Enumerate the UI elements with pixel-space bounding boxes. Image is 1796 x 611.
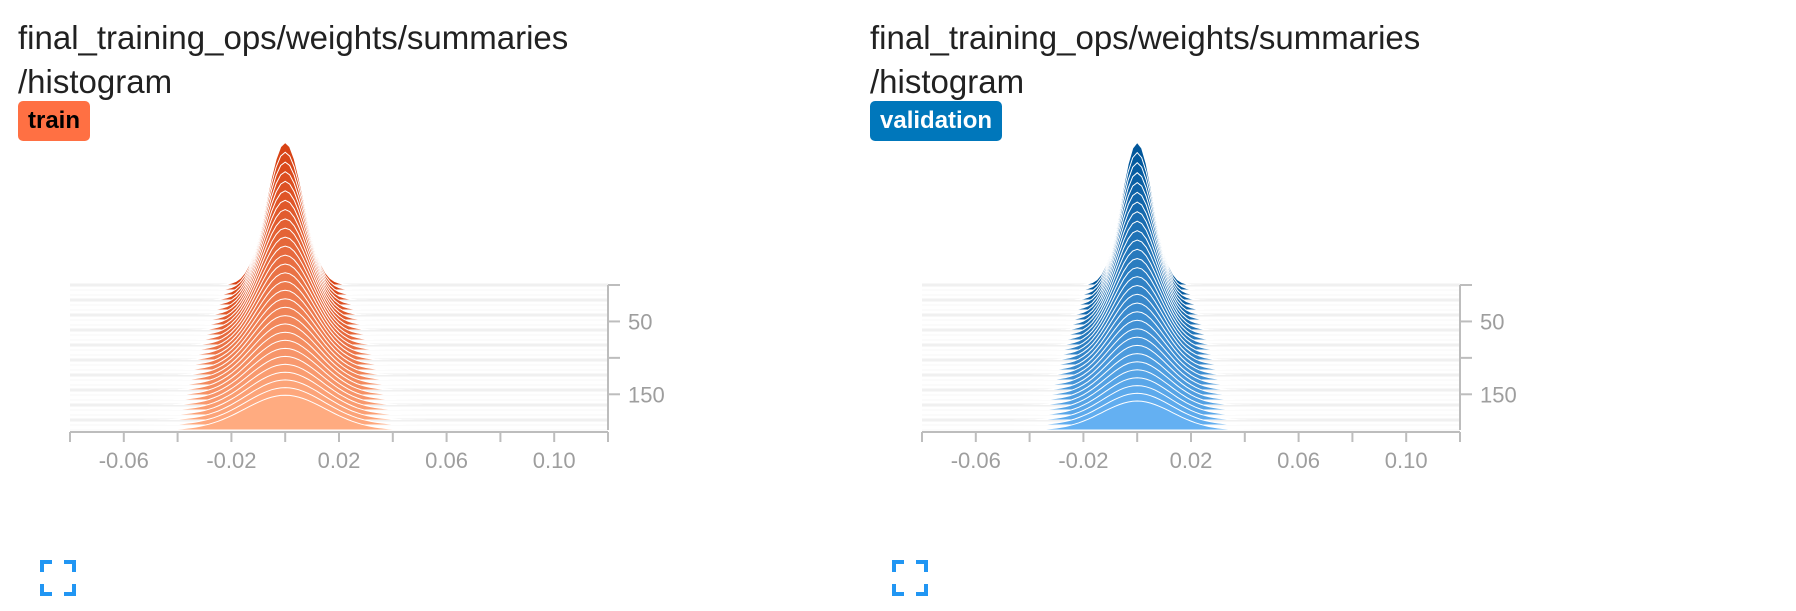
- histogram-ridge: [922, 400, 1460, 431]
- y-tick-label: 150: [628, 382, 665, 407]
- histogram-ridge: [70, 298, 608, 371]
- run-badge-train: train: [18, 101, 91, 141]
- x-tick-label: 0.02: [1170, 448, 1213, 473]
- histogram-chart-validation: -0.06 -0.02 0.02 0.06 0.10 50 150: [921, 141, 1517, 473]
- card-title-line-2: /histogram: [18, 63, 173, 100]
- x-axis: -0.06 -0.02 0.02 0.06 0.10: [69, 431, 609, 473]
- histogram-ridge: [922, 369, 1460, 411]
- y-tick-label: 50: [1480, 309, 1504, 334]
- histogram-ridge: [922, 172, 1460, 301]
- histogram-ridge: [70, 141, 608, 286]
- x-tick-label: -0.02: [1058, 448, 1108, 473]
- histogram-ridge: [70, 227, 608, 331]
- expand-button[interactable]: [40, 560, 76, 596]
- histogram-ridge: [922, 392, 1460, 426]
- x-tick-label: 0.02: [318, 448, 361, 473]
- histogram-ridge: [70, 218, 608, 326]
- histogram-ridge: [922, 151, 1460, 291]
- x-tick-label: 0.10: [1385, 448, 1428, 473]
- histogram-ridge: [922, 230, 1460, 331]
- histogram-ridge: [922, 302, 1460, 371]
- histogram-ridge: [922, 161, 1460, 296]
- histogram-ridge: [922, 385, 1460, 421]
- histogram-ridge: [70, 306, 608, 376]
- histogram-ridge: [70, 315, 608, 381]
- histogram-ridge: [922, 319, 1460, 381]
- histogram-ridge: [70, 151, 608, 291]
- x-tick-label: -0.06: [951, 448, 1001, 473]
- fullscreen-icon: [40, 560, 76, 596]
- histogram-ridge: [70, 190, 608, 311]
- x-tick-label: 0.06: [1277, 448, 1320, 473]
- histogram-ridge: [922, 248, 1460, 341]
- card-title: final_training_ops/weights/summaries /hi…: [870, 16, 1420, 104]
- card-title: final_training_ops/weights/summaries /hi…: [18, 16, 568, 104]
- histogram-ridge: [922, 181, 1460, 306]
- histogram-ridge: [70, 171, 608, 301]
- histogram-ridge: [70, 245, 608, 341]
- x-tick-label: 0.10: [533, 448, 576, 473]
- histogram-ridge: [922, 220, 1460, 326]
- histogram-ridge: [922, 353, 1460, 401]
- histogram-chart-train: -0.06 -0.02 0.02 0.06 0.10 50 150: [69, 141, 665, 473]
- histogram-card-train: final_training_ops/weights/summaries /hi…: [18, 0, 868, 611]
- card-title-line-1: final_training_ops/weights/summaries: [18, 19, 569, 56]
- histogram-ridge: [922, 141, 1460, 286]
- histogram-ridge: [70, 209, 608, 321]
- run-badge-validation: validation: [870, 101, 1003, 141]
- histogram-card-validation: final_training_ops/weights/summaries /hi…: [870, 0, 1720, 611]
- histogram-ridge: [922, 284, 1460, 361]
- histogram-ridge: [922, 377, 1460, 416]
- histogram-ridge: [922, 257, 1460, 346]
- fullscreen-icon: [892, 560, 928, 596]
- x-axis: -0.06 -0.02 0.02 0.06 0.10: [921, 431, 1461, 473]
- expand-button[interactable]: [892, 560, 928, 596]
- y-axis: 50 150: [1459, 284, 1517, 430]
- histogram-ridge: [70, 280, 608, 361]
- histogram-series: [70, 141, 608, 431]
- histogram-ridge: [922, 201, 1460, 316]
- histogram-ridge: [70, 199, 608, 316]
- histogram-ridge: [70, 254, 608, 346]
- histogram-ridge: [70, 394, 608, 431]
- histogram-ridge: [922, 361, 1460, 406]
- histogram-ridge: [922, 211, 1460, 321]
- histogram-ridge: [922, 344, 1460, 396]
- histogram-ridge: [922, 311, 1460, 376]
- histogram-ridge: [70, 180, 608, 306]
- histogram-ridge: [70, 263, 608, 351]
- histogram-ridge: [70, 289, 608, 366]
- histogram-ridge: [922, 276, 1460, 356]
- y-axis: 50 150: [607, 284, 665, 430]
- histogram-ridge: [922, 336, 1460, 391]
- card-title-line-2: /histogram: [870, 63, 1025, 100]
- histogram-ridge: [922, 191, 1460, 311]
- histogram-ridge: [922, 239, 1460, 336]
- histogram-ridge: [922, 328, 1460, 386]
- card-title-line-1: final_training_ops/weights/summaries: [870, 19, 1421, 56]
- histogram-ridge: [922, 267, 1460, 351]
- histogram-ridge: [70, 236, 608, 336]
- y-tick-label: 50: [628, 309, 652, 334]
- y-tick-label: 150: [1480, 382, 1517, 407]
- histogram-series: [922, 141, 1460, 431]
- x-tick-label: -0.06: [99, 448, 149, 473]
- x-tick-label: -0.02: [206, 448, 256, 473]
- histogram-ridge: [70, 272, 608, 356]
- histogram-ridge: [922, 293, 1460, 366]
- x-tick-label: 0.06: [425, 448, 468, 473]
- histogram-ridge: [70, 161, 608, 296]
